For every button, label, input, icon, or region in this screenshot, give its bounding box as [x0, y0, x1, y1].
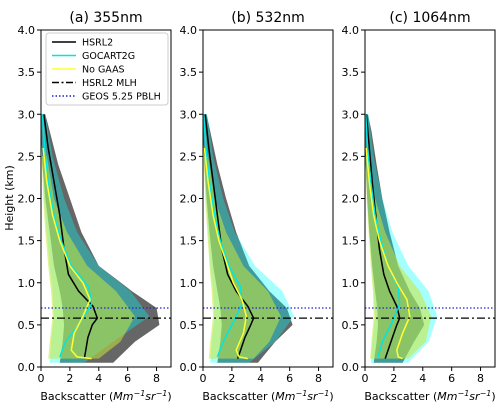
legend-label: GEOS 5.25 PBLH: [82, 92, 161, 103]
hsrl2-line: [43, 114, 99, 359]
y-tick-label: 2.5: [18, 150, 36, 163]
x-tick-label: 0: [38, 372, 45, 385]
y-tick-label: 0.0: [18, 361, 36, 374]
hsrl2-line: [204, 114, 255, 359]
legend-label: HSRL2 MLH: [82, 78, 137, 89]
y-tick-label: 1.5: [18, 235, 36, 248]
y-tick-label: 2.0: [180, 193, 198, 206]
y-tick-label: 0.5: [342, 319, 360, 332]
no-gaas-line: [365, 147, 411, 360]
y-tick-label: 4.0: [18, 24, 36, 37]
legend-label: HSRL2: [82, 38, 113, 49]
x-tick-label: 6: [286, 372, 293, 385]
y-tick-label: 4.0: [180, 24, 198, 37]
legend-box: [45, 32, 169, 106]
x-tick-label: 8: [153, 372, 160, 385]
y-tick-label: 2.5: [180, 150, 198, 163]
panel-title: (b) 532nm: [231, 10, 305, 26]
y-axis-label: Height (km): [3, 165, 16, 231]
y-tick-label: 3.5: [342, 66, 360, 79]
legend-label: GOCART2G: [82, 51, 135, 62]
y-tick-label: 3.5: [180, 66, 198, 79]
x-axis-label: Backscatter (Mm−1sr−1): [364, 389, 495, 403]
x-axis-label: Backscatter (Mm−1sr−1): [202, 389, 333, 403]
no-gaas-line: [203, 147, 248, 360]
plot-area: [365, 114, 495, 363]
panel-2: 0 2 4 6 8 0.0 0.5 1.0 1.5 2.0 2.5 3.0 3.5 4.0 (b) 532n…: [180, 10, 334, 403]
x-tick-label: 0: [200, 372, 207, 385]
y-tick-label: 3.0: [180, 108, 198, 121]
y-tick-label: 3.0: [18, 108, 36, 121]
x-tick-label: 4: [419, 372, 426, 385]
y-tick-label: 2.5: [342, 150, 360, 163]
plot-area: [41, 114, 171, 363]
x-tick-label: 4: [257, 372, 264, 385]
y-tick-label: 0.5: [180, 319, 198, 332]
y-tick-label: 0.0: [180, 361, 198, 374]
x-tick-label: 2: [66, 372, 73, 385]
panel-title: (c) 1064nm: [389, 10, 470, 26]
y-tick-label: 3.5: [18, 66, 36, 79]
plot-area: [203, 114, 333, 363]
y-tick-label: 1.0: [180, 277, 198, 290]
uncertainty-band-3: [203, 156, 281, 359]
panel-title: (a) 355nm: [69, 10, 142, 26]
x-tick-label: 8: [477, 372, 484, 385]
hsrl2-line: [365, 114, 401, 359]
x-tick-label: 8: [315, 372, 322, 385]
x-tick-label: 0: [362, 372, 369, 385]
legend-label: No GAAS: [82, 65, 125, 76]
y-tick-label: 0.0: [342, 361, 360, 374]
panel-3: 0 2 4 6 8 0.0 0.5 1.0 1.5 2.0 2.5 3.0 3.5 4.0 (c) 1064…: [342, 10, 496, 403]
y-tick-label: 3.0: [342, 108, 360, 121]
y-tick-label: 1.0: [18, 277, 36, 290]
y-tick-label: 2.0: [342, 193, 360, 206]
x-tick-label: 4: [95, 372, 102, 385]
x-tick-label: 6: [124, 372, 131, 385]
legend: HSRL2 GOCART2G No GAAS HSRL2 MLH GEOS 5.25 P…: [45, 32, 169, 106]
gocart2g-line: [41, 114, 93, 358]
y-tick-label: 2.0: [18, 193, 36, 206]
panel-1: 0 2 4 6 8 0.0 0.5 1.0 1.5 2.0 2.5 3.0 3.5 4.0 (a) 355n…: [18, 10, 172, 403]
gocart2g-line: [203, 114, 243, 358]
x-tick-label: 2: [390, 372, 397, 385]
chart-panels: 0 2 4 6 8 0.0 0.5 1.0 1.5 2.0 2.5 3.0 3.5 4.0 (a) 355n…: [18, 10, 496, 403]
y-tick-label: 1.5: [180, 235, 198, 248]
x-axis-label: Backscatter (Mm−1sr−1): [40, 389, 171, 403]
y-tick-label: 4.0: [342, 24, 360, 37]
no-gaas-line: [42, 147, 92, 360]
y-tick-label: 1.0: [342, 277, 360, 290]
y-tick-label: 1.5: [342, 235, 360, 248]
y-tick-label: 0.5: [18, 319, 36, 332]
x-tick-label: 2: [228, 372, 235, 385]
x-tick-label: 6: [448, 372, 455, 385]
